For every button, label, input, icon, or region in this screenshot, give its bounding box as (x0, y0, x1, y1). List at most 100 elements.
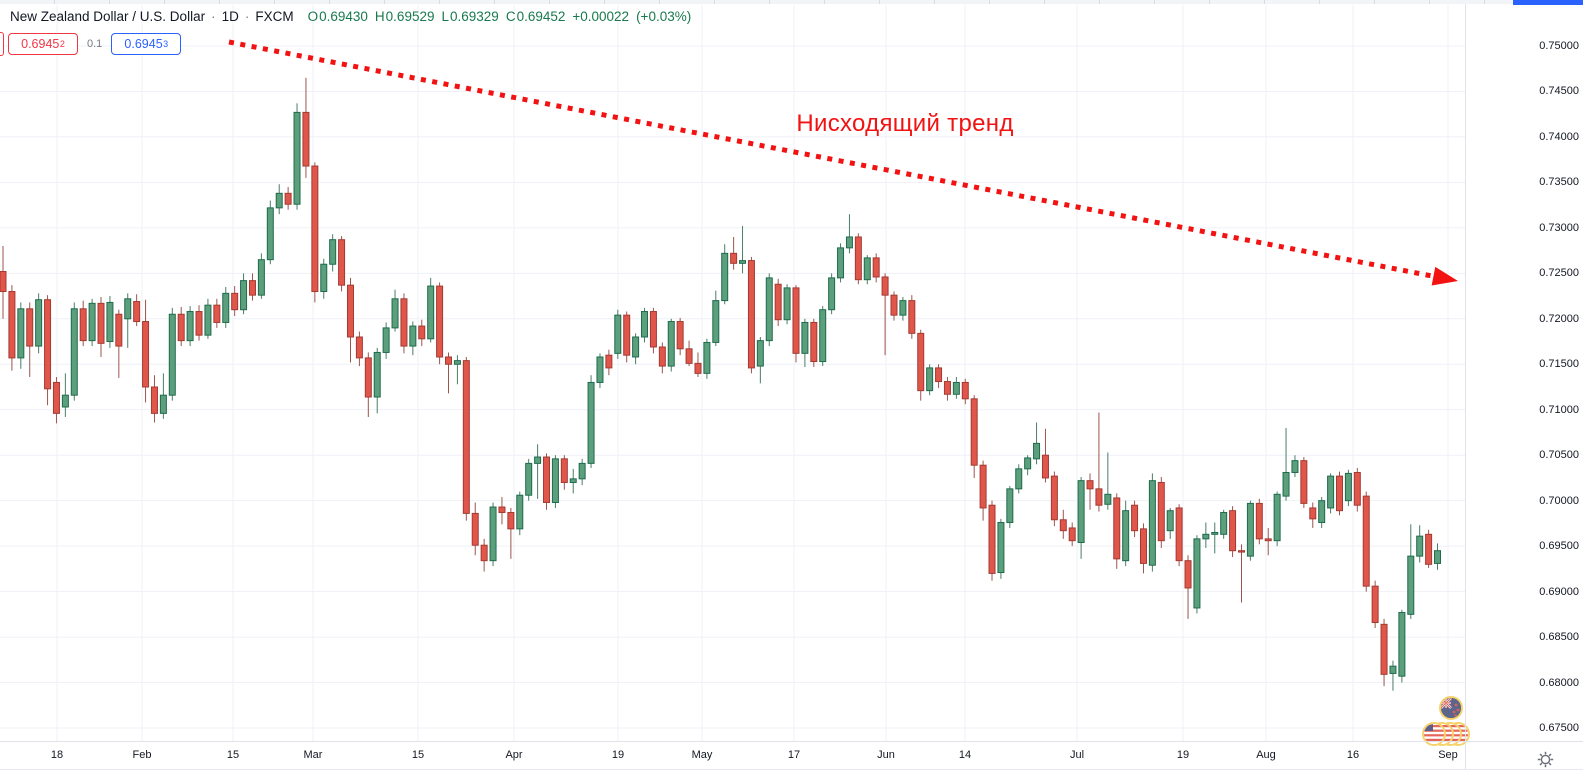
candle-body (605, 354, 613, 369)
candle-body (792, 287, 800, 354)
candle-body (1255, 502, 1263, 540)
candle-body (747, 260, 755, 369)
candle-body (952, 381, 960, 395)
sell-price: 0.6945 (21, 37, 60, 51)
candle-body (739, 260, 747, 264)
candle-body (578, 462, 586, 480)
candle-body (293, 111, 301, 205)
time-axis-label: 19 (611, 749, 625, 761)
candle-body (52, 381, 60, 414)
candle-body (854, 236, 862, 281)
candle-body (124, 298, 132, 320)
candle-body (730, 252, 738, 264)
high-value: 0.69529 (385, 8, 435, 24)
downtrend-annotation-label[interactable]: Нисходящий тренд (796, 110, 1014, 137)
candle-body (890, 294, 898, 316)
gear-icon (1537, 751, 1553, 767)
candle-body (979, 464, 987, 509)
candle-body (150, 386, 158, 414)
candle-body (1095, 488, 1103, 506)
candle-body (961, 381, 969, 400)
candle-body (560, 458, 568, 483)
nz-flag-icon (1439, 696, 1463, 720)
candle-body (1398, 612, 1406, 677)
candle-body (382, 327, 390, 353)
candle-body (774, 283, 782, 321)
candle-body (1389, 665, 1397, 674)
candle-body (248, 280, 256, 296)
candle-body (569, 478, 577, 483)
candle-body (1362, 495, 1370, 587)
price-axis[interactable]: 0.75000 0.74500 0.74000 0.73500 0.73000 0.725… (1466, 4, 1583, 741)
candle-body (186, 311, 194, 342)
candle-body (908, 300, 916, 334)
candle-body (257, 259, 265, 296)
candle-body (917, 332, 925, 392)
candle-body (801, 321, 809, 354)
downtrend-line[interactable] (228, 39, 1433, 279)
axis-settings-button[interactable] (1535, 749, 1555, 769)
price-axis-label: 0.73000 (1539, 221, 1579, 234)
candle-body (845, 236, 853, 249)
exchange-label[interactable]: FXCM (255, 8, 294, 24)
candle-body (1434, 550, 1442, 564)
candle-body (872, 257, 880, 278)
candle-body (1202, 533, 1210, 540)
candle-body (1041, 454, 1049, 479)
candle-body (462, 360, 470, 514)
buy-button[interactable]: 0.6945 3 (111, 33, 182, 55)
candle-body (1416, 535, 1424, 557)
candle-body (551, 458, 559, 503)
top-loading-strip (0, 0, 1583, 4)
candle-body (1113, 497, 1121, 560)
candle-body (997, 521, 1005, 574)
candle-body (534, 456, 542, 464)
candle-body (266, 207, 274, 261)
candle-body (177, 313, 185, 342)
candle-body (703, 341, 711, 374)
candle-body (1015, 468, 1023, 490)
candle-body (516, 494, 524, 530)
candle-body (311, 165, 319, 293)
change-value: +0.00022 (572, 8, 630, 24)
time-axis[interactable]: 18 Feb 15 Mar 15 Apr 19 May 17 Jun 14 Jul 19 Aug 16 Sep (0, 742, 1465, 769)
candle-body (195, 311, 203, 336)
buy-price: 0.6945 (124, 37, 163, 51)
time-axis-label: Jun (877, 749, 895, 761)
candle-body (1139, 528, 1147, 564)
symbol-header: New Zealand Dollar / U.S. Dollar · 1D · … (10, 7, 698, 25)
candle-body (1175, 507, 1183, 562)
candle-body (275, 192, 283, 209)
price-axis-label: 0.70000 (1539, 494, 1579, 507)
candle-body (498, 506, 506, 513)
candle-body (1336, 475, 1343, 512)
candle-body (819, 309, 827, 363)
sell-price-pip: 2 (59, 38, 65, 49)
candle-body (418, 325, 426, 340)
top-blue-progress-bar (1513, 0, 1583, 5)
close-label: C (505, 8, 516, 24)
candle-body (355, 336, 363, 359)
candle-body (863, 257, 871, 281)
candle-body (409, 325, 417, 347)
sell-button[interactable]: 0.6945 2 (8, 33, 78, 55)
price-axis-label: 0.72500 (1539, 267, 1579, 280)
change-percent: (+0.03%) (636, 8, 692, 24)
time-axis-label: 19 (1176, 749, 1190, 761)
candle-body (765, 277, 773, 342)
interval-label[interactable]: 1D (221, 8, 239, 24)
candle-body (204, 304, 212, 336)
candle-body (623, 314, 631, 356)
downtrend-arrowhead[interactable] (1431, 266, 1458, 286)
candle-body (1425, 533, 1433, 565)
price-axis-label: 0.71000 (1539, 403, 1579, 416)
candle-body (667, 321, 675, 367)
time-axis-label: Sep (1438, 749, 1458, 761)
symbol-title[interactable]: New Zealand Dollar / U.S. Dollar (10, 8, 206, 24)
candle-body (837, 247, 845, 279)
low-label: L (441, 8, 449, 24)
candle-body (364, 357, 372, 398)
candle-body (1157, 481, 1165, 542)
